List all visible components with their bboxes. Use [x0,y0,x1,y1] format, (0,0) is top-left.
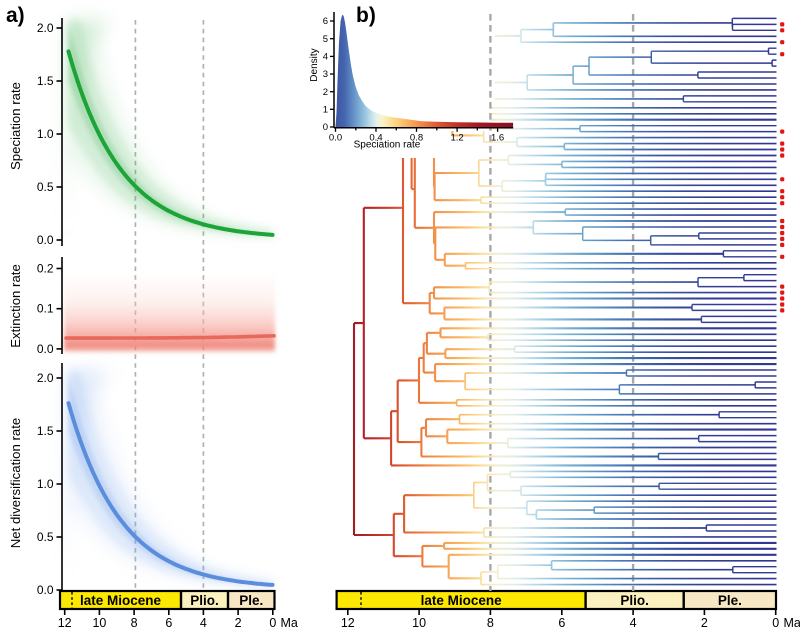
svg-text:12: 12 [58,616,72,630]
svg-text:0.1: 0.1 [37,302,54,316]
svg-text:1.0: 1.0 [37,477,54,491]
svg-text:0.0: 0.0 [37,342,54,356]
svg-text:0: 0 [323,122,328,133]
svg-text:12: 12 [341,616,355,630]
svg-text:0.0: 0.0 [37,233,54,247]
svg-text:Ple.: Ple. [718,593,742,608]
svg-text:1.2: 1.2 [450,133,463,144]
svg-text:1: 1 [323,105,328,116]
svg-text:0.0: 0.0 [329,133,342,144]
svg-text:0.4: 0.4 [369,133,382,144]
svg-text:Plio.: Plio. [190,593,219,608]
svg-text:1.6: 1.6 [491,133,504,144]
svg-text:2: 2 [323,87,328,98]
svg-text:Plio.: Plio. [620,593,649,608]
svg-text:Extinction rate: Extinction rate [8,264,23,348]
svg-text:late Miocene: late Miocene [80,593,162,608]
svg-text:Speciation rate: Speciation rate [354,140,421,151]
svg-text:4: 4 [200,616,207,630]
svg-text:1.5: 1.5 [37,74,54,88]
svg-text:0.5: 0.5 [37,180,54,194]
svg-text:4: 4 [630,616,637,630]
svg-text:2.0: 2.0 [37,21,54,35]
svg-text:late Miocene: late Miocene [421,593,503,608]
svg-text:2: 2 [701,616,708,630]
svg-text:0.0: 0.0 [37,583,54,597]
svg-text:Density: Density [309,48,320,81]
svg-text:0.2: 0.2 [37,262,54,276]
svg-text:8: 8 [131,616,138,630]
svg-text:a): a) [6,4,25,27]
svg-text:Ple.: Ple. [239,593,263,608]
svg-text:6: 6 [165,616,172,630]
svg-text:3: 3 [323,69,328,80]
svg-text:6: 6 [558,616,565,630]
svg-text:8: 8 [487,616,494,630]
svg-text:0: 0 [772,616,779,630]
svg-text:0.8: 0.8 [410,133,423,144]
svg-text:6: 6 [323,16,328,27]
svg-text:2.0: 2.0 [37,371,54,385]
svg-text:2: 2 [235,616,242,630]
svg-text:10: 10 [92,616,106,630]
svg-text:Speciation rate: Speciation rate [8,82,23,170]
svg-text:1.5: 1.5 [37,424,54,438]
svg-text:0.5: 0.5 [37,530,54,544]
svg-text:5: 5 [323,34,328,45]
svg-text:Ma: Ma [784,616,800,630]
svg-text:10: 10 [412,616,426,630]
svg-text:b): b) [356,4,376,27]
svg-text:Ma: Ma [281,616,298,630]
svg-text:0: 0 [269,616,276,630]
svg-text:1.0: 1.0 [37,127,54,141]
svg-text:Net diversification rate: Net diversification rate [8,418,23,548]
svg-text:4: 4 [323,52,328,63]
